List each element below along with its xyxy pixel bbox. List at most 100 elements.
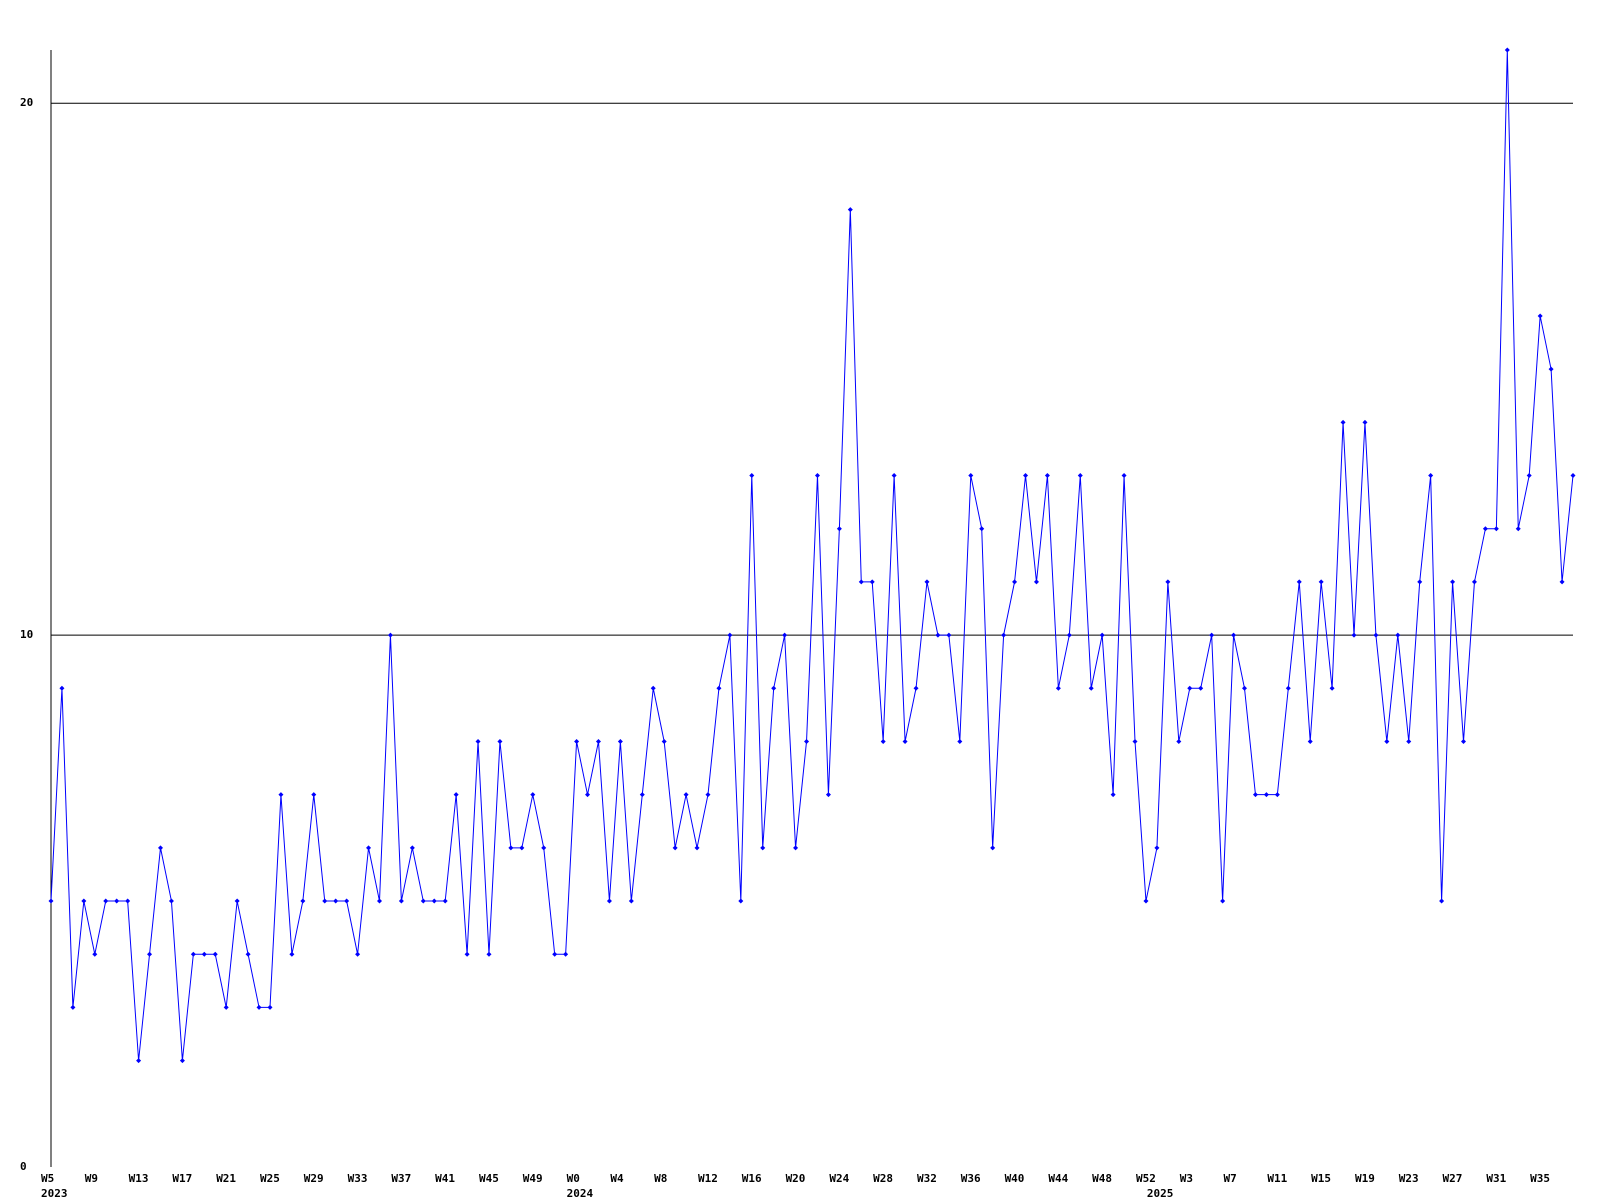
x-tick-label: W37 (391, 1172, 411, 1185)
data-point (1285, 685, 1291, 691)
data-point (1012, 579, 1018, 585)
y-tick-label: 20 (20, 96, 33, 109)
data-point (1559, 579, 1565, 585)
x-tick-label: W28 (873, 1172, 893, 1185)
x-tick-label: W25 (260, 1172, 280, 1185)
data-point (1461, 738, 1467, 744)
data-point (387, 632, 393, 638)
data-point (836, 526, 842, 532)
data-point (475, 738, 481, 744)
data-point (70, 1004, 76, 1010)
x-year-label: 2024 (567, 1187, 594, 1200)
data-point (1417, 579, 1423, 585)
data-point (136, 1058, 142, 1064)
data-point (508, 845, 514, 851)
data-point (716, 685, 722, 691)
x-tick-label: W52 (1136, 1172, 1156, 1185)
data-point (727, 632, 733, 638)
data-point (1209, 632, 1215, 638)
data-point (1263, 792, 1269, 798)
data-point (749, 473, 755, 479)
data-point (1274, 792, 1280, 798)
data-point (300, 898, 306, 904)
data-point (409, 845, 415, 851)
data-point (672, 845, 678, 851)
data-point (683, 792, 689, 798)
data-point (1198, 685, 1204, 691)
y-tick-label: 0 (20, 1160, 27, 1173)
data-point (59, 685, 65, 691)
data-point (530, 792, 536, 798)
data-point (563, 951, 569, 957)
data-point (311, 792, 317, 798)
x-tick-label: W32 (917, 1172, 937, 1185)
data-point (1154, 845, 1160, 851)
x-tick-label: W20 (786, 1172, 806, 1185)
data-point (771, 685, 777, 691)
data-point (201, 951, 207, 957)
x-tick-label: W4 (610, 1172, 624, 1185)
data-point (1143, 898, 1149, 904)
data-point (1526, 473, 1532, 479)
data-point (1548, 366, 1554, 372)
x-tick-label: W35 (1530, 1172, 1550, 1185)
data-point (552, 951, 558, 957)
data-point (793, 845, 799, 851)
data-point (1044, 473, 1050, 479)
x-tick-label: W41 (435, 1172, 455, 1185)
data-point (245, 951, 251, 957)
data-point (168, 898, 174, 904)
x-tick-label: W16 (742, 1172, 762, 1185)
x-tick-label: W29 (304, 1172, 324, 1185)
data-point (694, 845, 700, 851)
data-point (825, 792, 831, 798)
data-point (1384, 738, 1390, 744)
x-year-label: 2025 (1147, 1187, 1174, 1200)
data-point (858, 579, 864, 585)
data-point (705, 792, 711, 798)
x-tick-label: W24 (829, 1172, 849, 1185)
data-point (1023, 473, 1029, 479)
data-point (1066, 632, 1072, 638)
data-point (125, 898, 131, 904)
data-point (1296, 579, 1302, 585)
data-point (1220, 898, 1226, 904)
data-point (147, 951, 153, 957)
data-point (814, 473, 820, 479)
data-point (760, 845, 766, 851)
data-point (1340, 419, 1346, 425)
x-tick-label: W27 (1443, 1172, 1463, 1185)
data-point (1493, 526, 1499, 532)
data-point (453, 792, 459, 798)
data-point (541, 845, 547, 851)
data-point (376, 898, 382, 904)
data-point (946, 632, 952, 638)
data-point (1165, 579, 1171, 585)
data-point (420, 898, 426, 904)
x-tick-label: W49 (523, 1172, 543, 1185)
data-point (1176, 738, 1182, 744)
data-point (1318, 579, 1324, 585)
data-point (661, 738, 667, 744)
data-point (595, 738, 601, 744)
data-point (1231, 632, 1237, 638)
data-point (1537, 313, 1543, 319)
data-point (617, 738, 623, 744)
data-point (869, 579, 875, 585)
data-point (628, 898, 634, 904)
x-tick-label: W11 (1267, 1172, 1287, 1185)
data-point (289, 951, 295, 957)
data-point (366, 845, 372, 851)
data-point (1132, 738, 1138, 744)
x-tick-label: W31 (1486, 1172, 1506, 1185)
data-point (1351, 632, 1357, 638)
x-tick-label: W5 (41, 1172, 54, 1185)
data-point (804, 738, 810, 744)
data-point (103, 898, 109, 904)
x-tick-label: W48 (1092, 1172, 1112, 1185)
y-tick-label: 10 (20, 628, 33, 641)
data-point (1362, 419, 1368, 425)
data-point (880, 738, 886, 744)
data-point (256, 1004, 262, 1010)
data-point (1099, 632, 1105, 638)
